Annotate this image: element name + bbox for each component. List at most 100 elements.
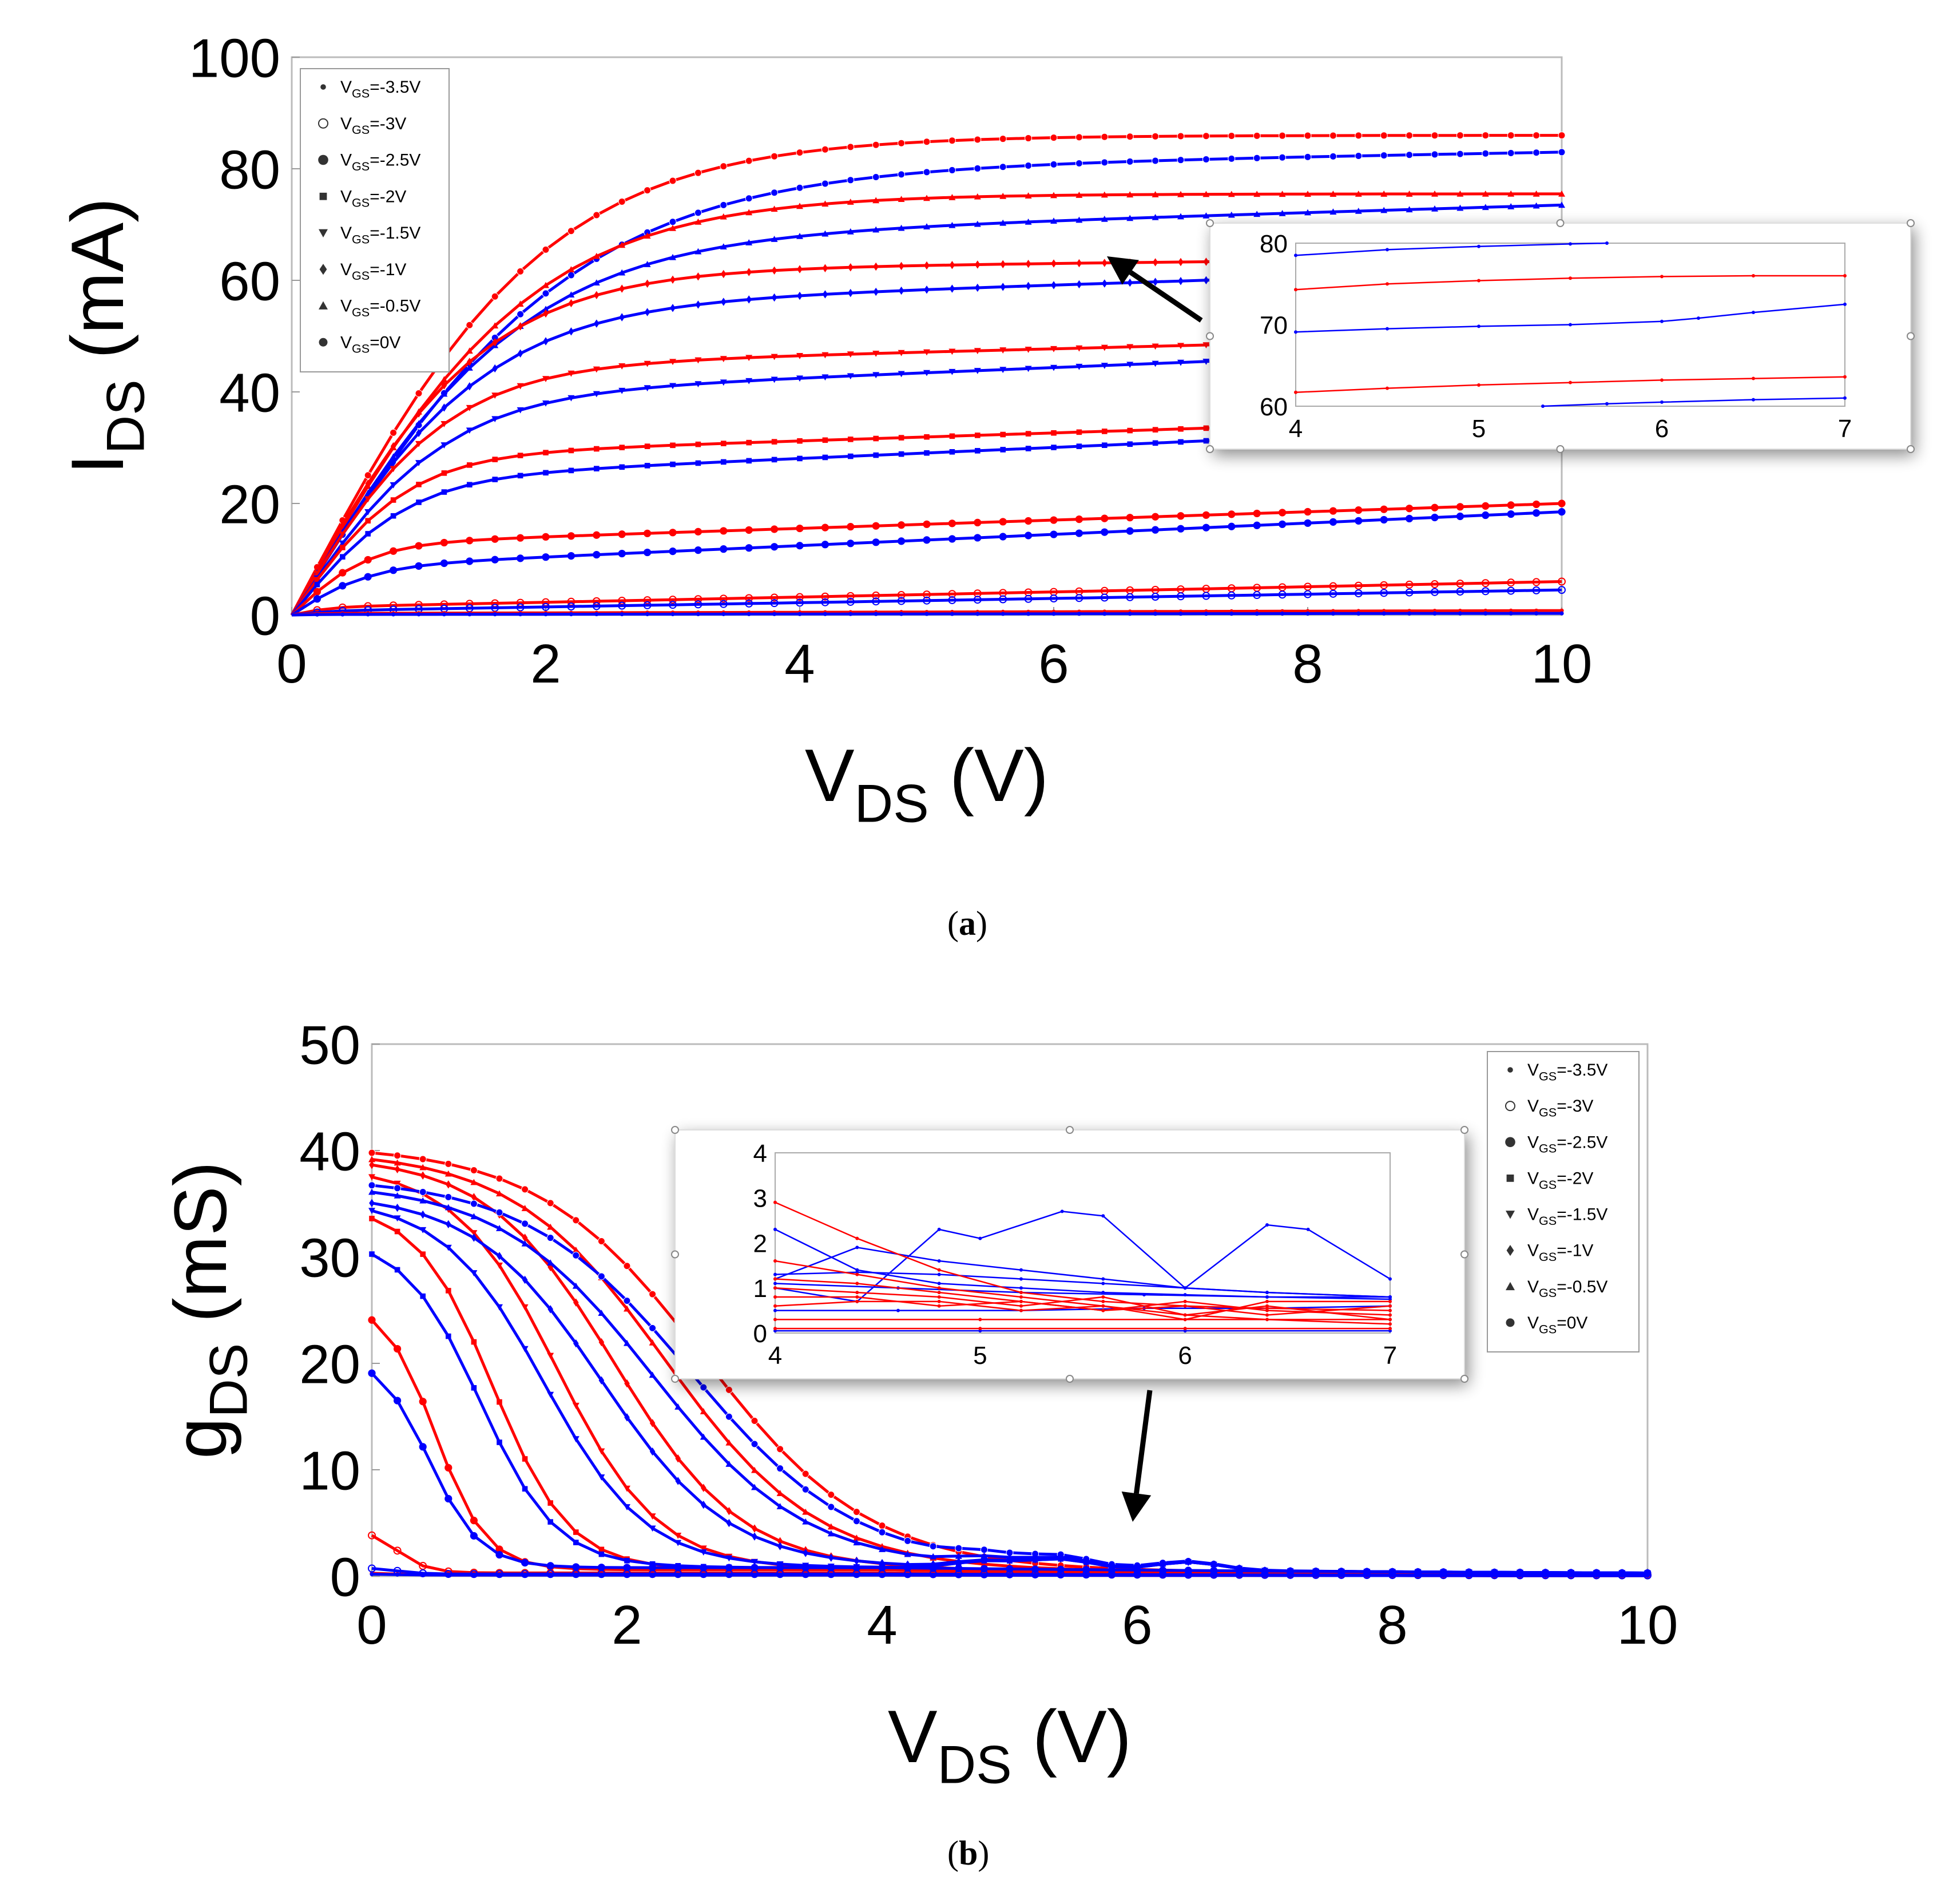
data-point (624, 1413, 630, 1422)
y-tick-label: 60 (219, 251, 280, 312)
data-point (598, 1546, 605, 1553)
data-point (368, 1531, 376, 1540)
inset-point (937, 1272, 941, 1276)
data-point (1431, 513, 1439, 522)
data-point (496, 1190, 503, 1197)
inset-handle (1206, 219, 1214, 227)
x-tick-label: 6 (1122, 1594, 1152, 1656)
data-point (547, 1305, 553, 1314)
data-point (878, 1564, 886, 1572)
inset-point (1101, 1214, 1105, 1218)
data-point (365, 518, 371, 524)
data-point (847, 540, 855, 548)
data-point (1212, 1573, 1216, 1578)
inset-point (1477, 244, 1480, 248)
data-point (391, 612, 396, 617)
data-point (694, 169, 702, 177)
data-point (1202, 132, 1210, 140)
data-point (1304, 582, 1312, 591)
data-point (1558, 499, 1566, 507)
inset-point (773, 1318, 777, 1322)
data-point (495, 1545, 503, 1553)
y-axis-label: IDS (mA) (55, 198, 155, 475)
data-point (416, 429, 422, 438)
data-point (497, 1252, 502, 1260)
inset-point (855, 1236, 859, 1240)
data-point (521, 1346, 529, 1352)
data-point (1279, 509, 1287, 517)
data-point (796, 375, 803, 382)
series-a-blue--0.5V (290, 201, 1565, 616)
data-point (1177, 592, 1185, 601)
data-point (547, 1352, 554, 1359)
data-point (948, 596, 956, 604)
data-point (872, 538, 880, 546)
data-point (695, 300, 701, 309)
data-point (1076, 429, 1082, 435)
data-point (1380, 581, 1388, 589)
data-point (497, 1399, 502, 1405)
data-point (694, 218, 702, 225)
data-point (694, 357, 702, 364)
data-point (1076, 443, 1082, 449)
data-point (898, 350, 905, 356)
data-point (495, 1208, 503, 1216)
data-point (369, 1216, 375, 1221)
data-point (796, 593, 804, 601)
data-point (1077, 612, 1081, 616)
data-point (542, 602, 550, 611)
data-point (695, 460, 701, 466)
data-point (1101, 363, 1108, 369)
data-point (981, 1552, 988, 1559)
data-point (394, 1192, 401, 1199)
data-point (796, 524, 804, 533)
data-point (416, 482, 422, 487)
y-tick-label: 20 (299, 1334, 360, 1395)
data-point (466, 427, 473, 434)
data-point (821, 180, 829, 188)
data-point (1050, 217, 1057, 224)
data-point (898, 451, 904, 457)
data-point (624, 1339, 630, 1346)
data-point (1431, 132, 1439, 140)
data-point (390, 497, 396, 503)
data-point (1101, 158, 1109, 166)
data-point (390, 466, 397, 473)
data-point (1406, 206, 1413, 213)
series-a-red-0V (290, 132, 1566, 616)
data-point (1202, 342, 1210, 349)
data-point (368, 1208, 375, 1215)
inset-point (1541, 404, 1545, 408)
y-tick-label: 100 (189, 28, 280, 89)
data-point (1025, 347, 1032, 353)
data-point (567, 291, 575, 298)
legend-label-0: VGS=-3.5V (340, 78, 420, 100)
inset-point (773, 1308, 777, 1312)
inset-point (1183, 1304, 1187, 1308)
data-point (1467, 1573, 1471, 1578)
data-point (829, 1573, 833, 1577)
data-point (542, 553, 550, 561)
inset-x-tick-label: 5 (973, 1342, 987, 1370)
data-point (1024, 594, 1033, 603)
data-point (1075, 216, 1083, 223)
inset-line-11 (775, 1296, 1391, 1316)
data-point (1211, 1561, 1217, 1568)
legend-label-6: VGS=-0.5V (340, 297, 420, 319)
data-point (898, 261, 904, 271)
data-point (1228, 154, 1236, 162)
data-point (949, 284, 955, 293)
subfigure-label-a: (a) (947, 905, 987, 942)
data-point (974, 534, 982, 542)
inset-line-0 (775, 1211, 1391, 1303)
inset-point (1569, 380, 1572, 384)
data-point (390, 513, 396, 519)
inset-handle (1556, 445, 1565, 453)
inset-point (1019, 1304, 1023, 1308)
data-point (1152, 132, 1160, 140)
inset-point (1752, 376, 1755, 380)
data-point (1255, 611, 1259, 616)
data-point (1000, 260, 1006, 268)
data-point (594, 319, 600, 328)
data-point (670, 612, 675, 617)
